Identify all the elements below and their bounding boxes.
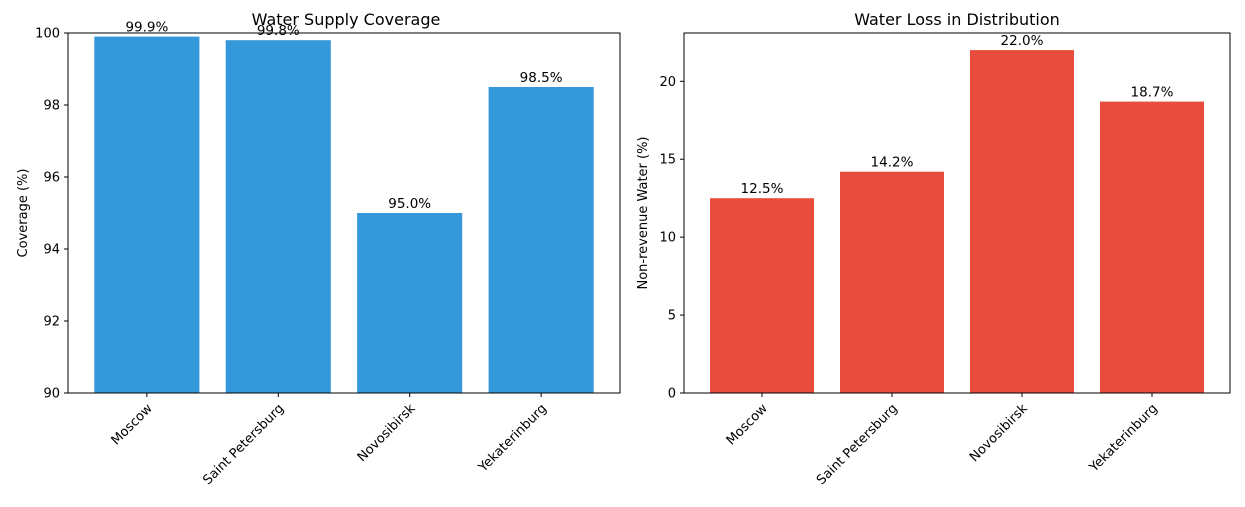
x-tick-label: Moscow bbox=[109, 401, 156, 448]
y-axis-label: Non-revenue Water (%) bbox=[636, 136, 651, 289]
y-axis-label: Coverage (%) bbox=[16, 169, 31, 258]
y-tick-label: 20 bbox=[659, 75, 676, 90]
data-label: 95.0% bbox=[388, 196, 431, 212]
y-tick-label: 5 bbox=[668, 309, 676, 324]
bar-saint-petersburg bbox=[225, 40, 331, 393]
y-tick-label: 92 bbox=[43, 315, 60, 330]
x-tick-label: Saint Petersburg bbox=[200, 401, 287, 488]
y-tick-label: 96 bbox=[43, 171, 60, 186]
y-tick-label: 100 bbox=[35, 27, 60, 42]
data-label: 14.2% bbox=[871, 155, 914, 171]
bar-novosibirsk bbox=[357, 213, 463, 393]
bar-saint-petersburg bbox=[840, 171, 944, 393]
bar-yekaterinburg bbox=[488, 87, 594, 393]
data-label: 98.5% bbox=[520, 70, 563, 86]
bar-moscow bbox=[94, 36, 200, 393]
chart-water-loss-in-distribution: Water Loss in Distribution Non-revenue W… bbox=[636, 10, 1231, 488]
x-tick-label: Moscow bbox=[724, 401, 771, 448]
x-tick-label: Novosibirsk bbox=[355, 401, 419, 465]
y-tick-label: 98 bbox=[43, 99, 60, 114]
plot-area-frame bbox=[683, 32, 1231, 394]
x-tick-label: Yekaterinburg bbox=[1086, 401, 1161, 476]
y-tick-label: 10 bbox=[659, 231, 676, 246]
chart-water-supply-coverage: Water Supply Coverage Coverage (%) Mosco… bbox=[16, 10, 621, 488]
bar-moscow bbox=[710, 198, 814, 393]
y-tick-label: 0 bbox=[668, 387, 676, 402]
plot-area-frame bbox=[67, 32, 621, 394]
y-tick-label: 90 bbox=[43, 387, 60, 402]
bar-novosibirsk bbox=[970, 50, 1074, 393]
data-label: 18.7% bbox=[1131, 85, 1174, 101]
x-tick-label: Novosibirsk bbox=[967, 401, 1031, 465]
y-tick-label: 94 bbox=[43, 243, 60, 258]
x-tick-label: Yekaterinburg bbox=[475, 401, 550, 476]
bar-yekaterinburg bbox=[1100, 101, 1204, 393]
data-label: 22.0% bbox=[1001, 33, 1044, 49]
chart-title: Water Loss in Distribution bbox=[854, 10, 1060, 29]
data-label: 12.5% bbox=[741, 181, 784, 197]
x-tick-label: Saint Petersburg bbox=[814, 401, 901, 488]
data-label: 99.9% bbox=[125, 20, 168, 36]
data-label: 99.8% bbox=[257, 23, 300, 39]
chart-title: Water Supply Coverage bbox=[252, 10, 441, 29]
y-tick-label: 15 bbox=[659, 153, 676, 168]
